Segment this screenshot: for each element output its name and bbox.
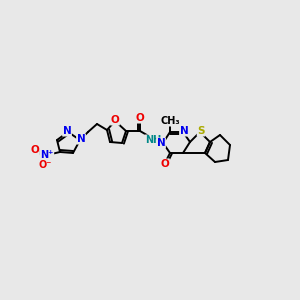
Text: O: O [136, 113, 144, 123]
Text: O: O [31, 145, 39, 155]
Text: N: N [180, 126, 188, 136]
Text: O: O [111, 115, 119, 125]
Text: NH: NH [145, 135, 161, 145]
Text: O: O [160, 159, 169, 169]
Text: N: N [63, 126, 71, 136]
Text: S: S [197, 126, 205, 136]
Text: N: N [157, 138, 165, 148]
Text: CH₃: CH₃ [160, 116, 180, 126]
Text: N⁺: N⁺ [40, 150, 54, 160]
Text: O⁻: O⁻ [38, 160, 52, 170]
Text: N: N [76, 134, 85, 144]
